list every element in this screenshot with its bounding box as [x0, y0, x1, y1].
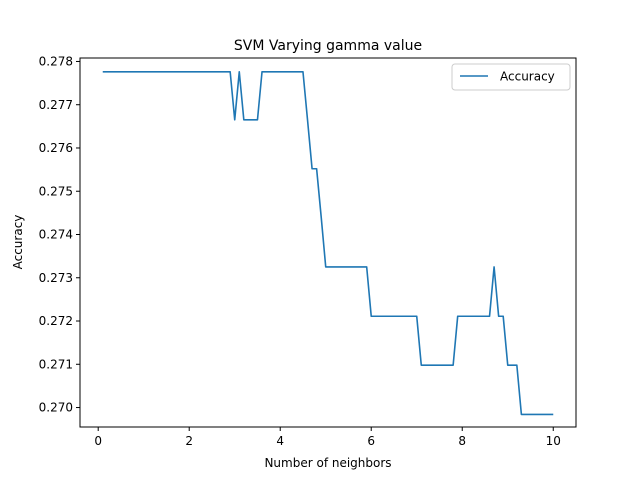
y-axis-label: Accuracy — [11, 215, 25, 270]
y-tick-label: 0.270 — [39, 401, 73, 415]
x-tick-label: 2 — [185, 434, 193, 448]
x-tick-label: 6 — [367, 434, 375, 448]
y-tick-label: 0.274 — [39, 228, 73, 242]
y-tick-label: 0.275 — [39, 184, 73, 198]
y-tick-label: 0.277 — [39, 98, 73, 112]
y-tick-label: 0.278 — [39, 55, 73, 69]
x-tick-label: 4 — [276, 434, 284, 448]
plot-area-frame — [79, 57, 577, 428]
series-line-0 — [102, 71, 554, 416]
legend: Accuracy — [451, 63, 571, 91]
x-tick-label: 0 — [94, 434, 102, 448]
y-tick-label: 0.273 — [39, 271, 73, 285]
legend-box — [451, 63, 571, 91]
chart-title: SVM Varying gamma value — [234, 38, 422, 54]
y-tick-label: 0.276 — [39, 141, 73, 155]
y-tick-label: 0.271 — [39, 357, 73, 371]
y-tick-label: 0.272 — [39, 314, 73, 328]
x-axis-label: Number of neighbors — [264, 456, 391, 470]
x-tick-label: 10 — [546, 434, 561, 448]
legend-label: Accuracy — [500, 70, 555, 84]
x-tick-label: 8 — [458, 434, 466, 448]
